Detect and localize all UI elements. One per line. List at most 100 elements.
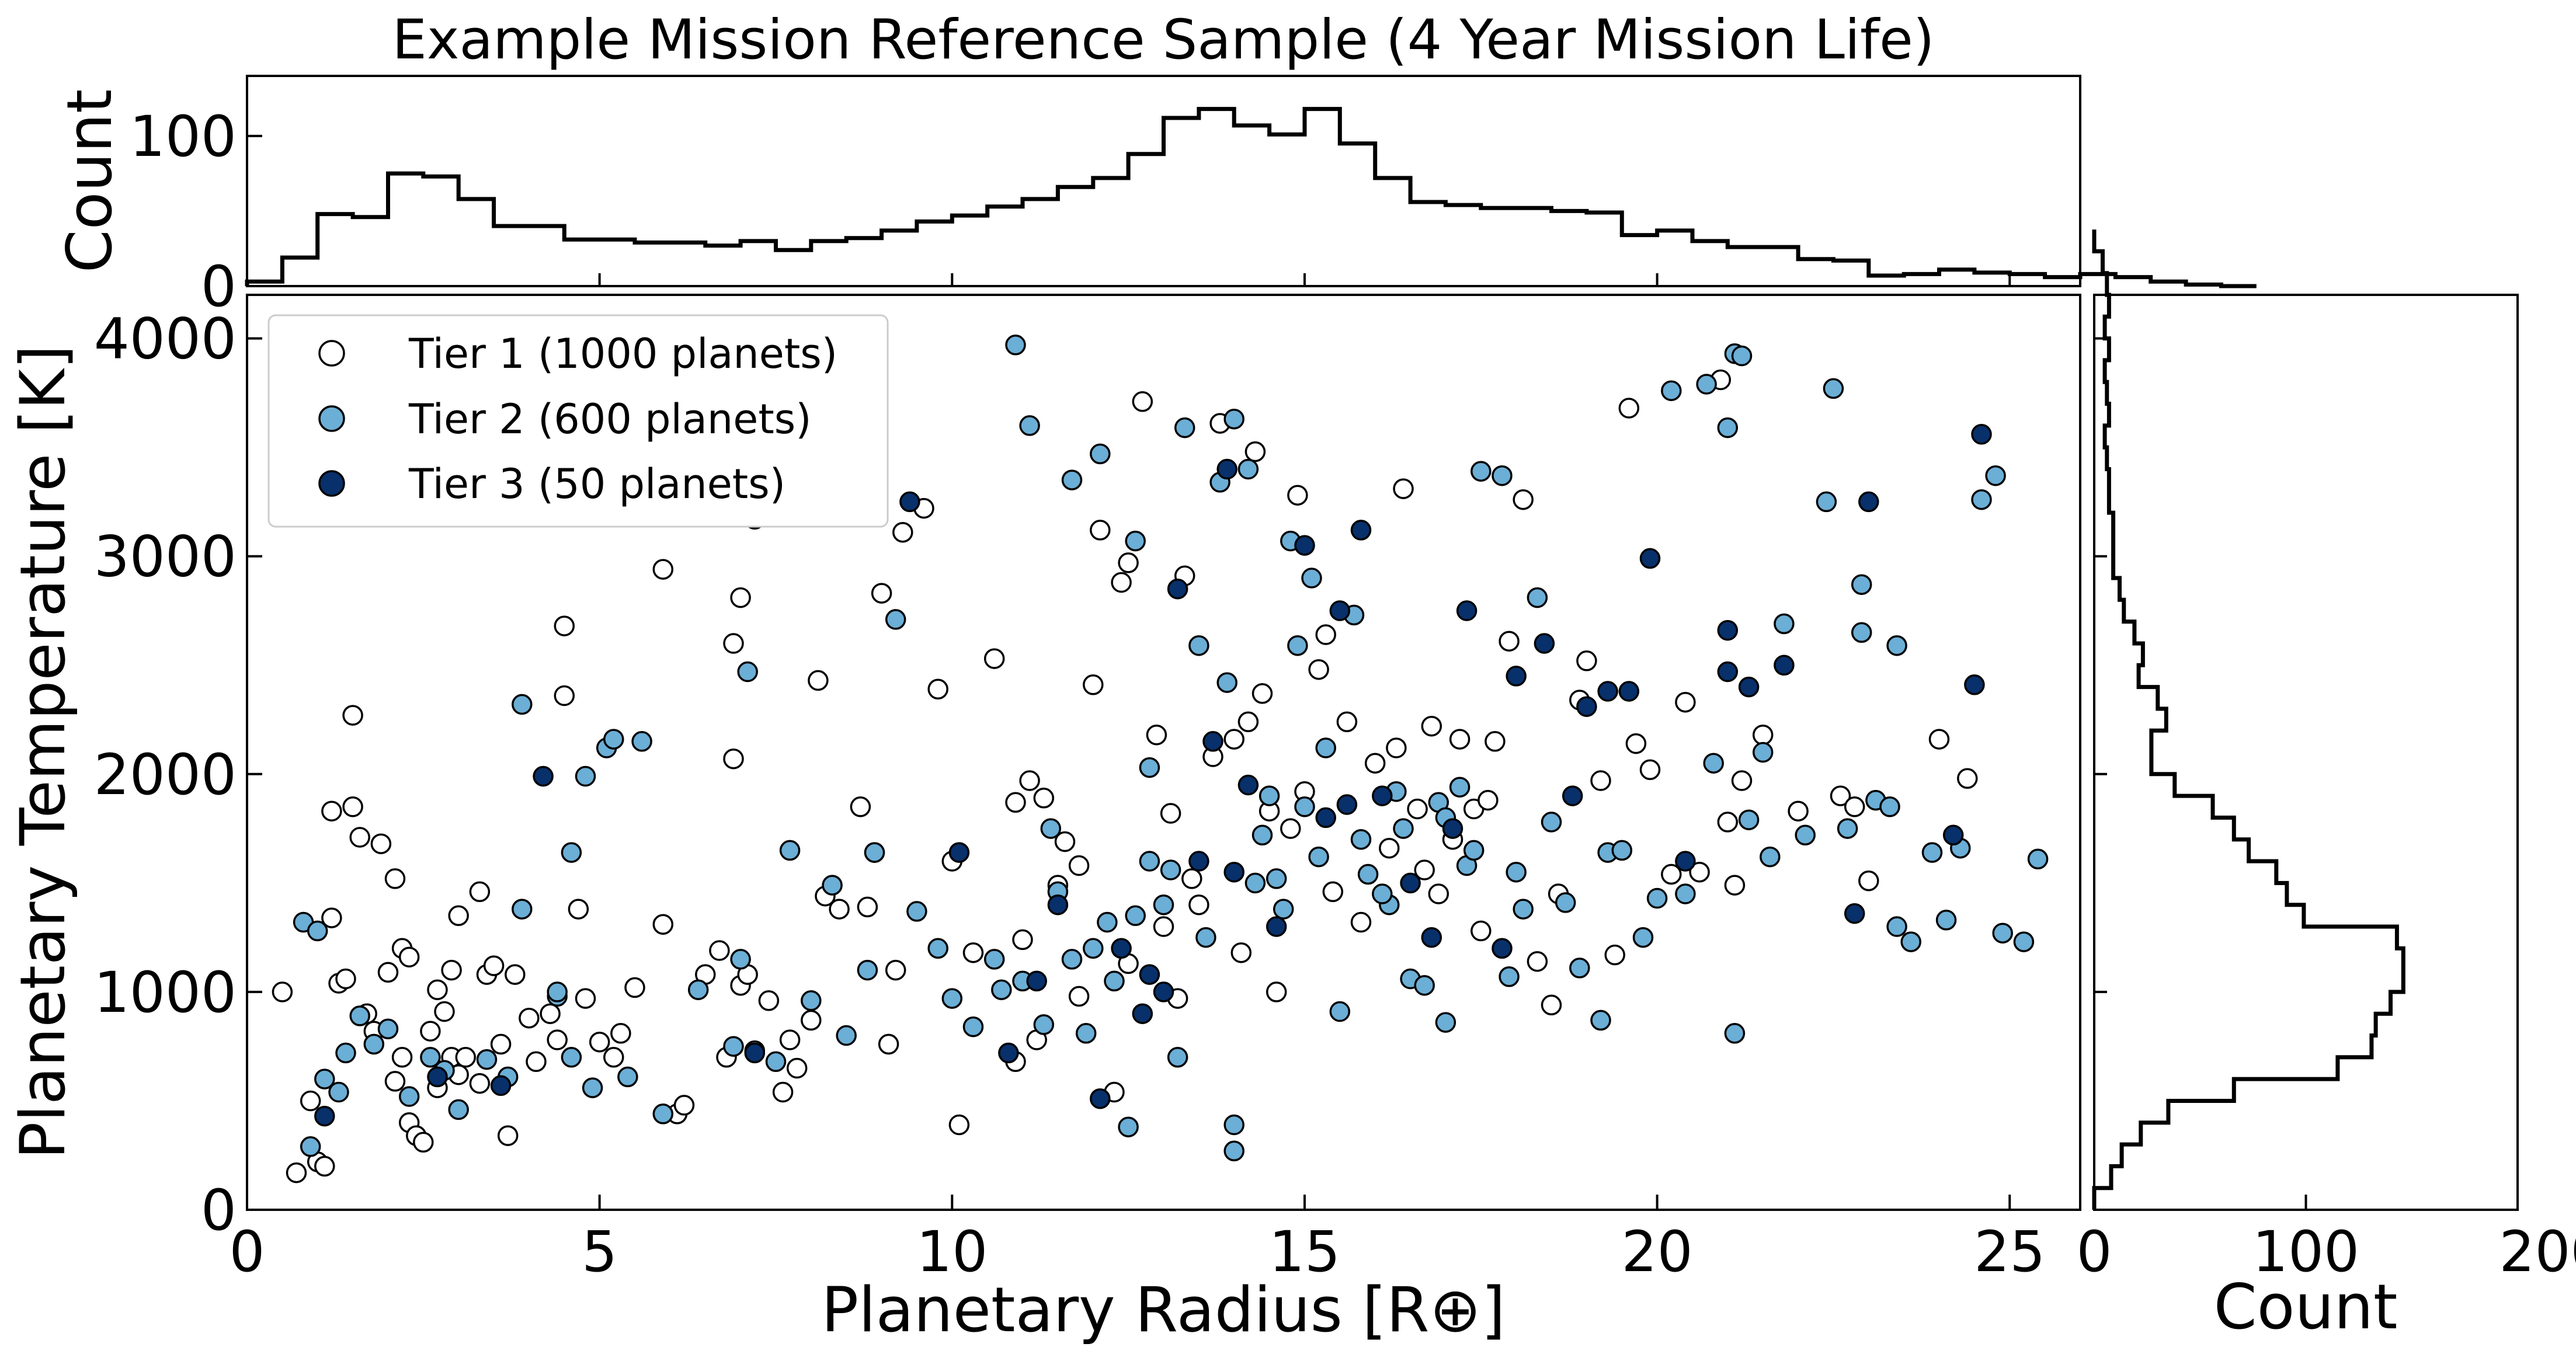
scatter-point-tier-1 xyxy=(1604,944,1625,966)
scatter-point-tier-2 xyxy=(1703,753,1724,774)
scatter-point-tier-2 xyxy=(476,1049,498,1070)
scatter-point-tier-1 xyxy=(1625,733,1647,754)
scatter-point-tier-2 xyxy=(2027,848,2049,870)
scatter-point-tier-2 xyxy=(1414,974,1435,996)
scatter-point-tier-3 xyxy=(490,1075,512,1097)
scatter-point-tier-1 xyxy=(505,964,526,985)
scatter-point-tier-3 xyxy=(1675,851,1696,872)
scatter-point-tier-3 xyxy=(427,1066,448,1088)
scatter-point-tier-1 xyxy=(1527,951,1548,972)
scatter-point-tier-3 xyxy=(1167,578,1188,600)
right-histogram-bars xyxy=(2092,229,2405,1210)
scatter-point-tier-2 xyxy=(765,1051,787,1073)
scatter-point-tier-2 xyxy=(561,1047,582,1068)
scatter-point-tier-2 xyxy=(1724,1023,1746,1044)
scatter-point-tier-1 xyxy=(1957,768,1978,789)
scatter-point-tier-3 xyxy=(1188,851,1209,872)
scatter-point-tier-1 xyxy=(1005,792,1026,813)
y-axis-label: Planetary Temperature [K] xyxy=(7,345,79,1160)
scatter-point-tier-2 xyxy=(1125,905,1146,927)
scatter-point-tier-1 xyxy=(448,905,469,927)
scatter-point-tier-1 xyxy=(384,868,406,889)
scatter-point-tier-2 xyxy=(962,1016,984,1038)
scatter-point-tier-1 xyxy=(1928,729,1950,750)
scatter-point-tier-3 xyxy=(1562,785,1583,806)
scatter-point-tier-2 xyxy=(1541,812,1562,833)
scatter-point-tier-1 xyxy=(1386,737,1407,758)
legend: Tier 1 (1000 planets) Tier 2 (600 planet… xyxy=(267,314,889,528)
y-tick-label: 2000 xyxy=(94,742,237,807)
scatter-point-tier-2 xyxy=(1632,927,1654,948)
scatter-point-tier-2 xyxy=(723,1036,744,1057)
scatter-point-tier-1 xyxy=(1788,800,1809,822)
scatter-point-tier-2 xyxy=(1717,417,1739,438)
scatter-point-tier-2 xyxy=(1287,635,1308,656)
y-tick-label: 4000 xyxy=(94,307,237,372)
scatter-point-tier-3 xyxy=(1336,794,1358,815)
scatter-point-tier-2 xyxy=(1449,777,1470,798)
scatter-point-tier-1 xyxy=(1731,770,1753,791)
scatter-point-tier-2 xyxy=(1244,872,1266,894)
scatter-point-tier-1 xyxy=(1717,812,1739,833)
scatter-point-tier-3 xyxy=(1964,674,1985,695)
scatter-point-tier-1 xyxy=(1160,803,1181,824)
scatter-point-tier-1 xyxy=(554,685,575,706)
scatter-point-tier-2 xyxy=(1527,587,1548,608)
scatter-point-tier-3 xyxy=(1717,661,1739,683)
scatter-point-tier-1 xyxy=(1118,552,1139,573)
scatter-point-tier-2 xyxy=(1266,868,1287,889)
scatter-point-tier-1 xyxy=(850,796,871,817)
right-histogram-ticks: 0 100 200 xyxy=(2076,337,2576,1285)
scatter-point-tier-1 xyxy=(871,583,892,604)
scatter-point-tier-1 xyxy=(624,977,645,998)
top-histogram-bars xyxy=(245,107,2257,288)
legend-label-tier-3: Tier 3 (50 planets) xyxy=(408,460,785,508)
scatter-point-tier-1 xyxy=(1223,729,1244,750)
x-axis-label: Planetary Radius [R⊕] xyxy=(821,1274,1506,1346)
x-tick-label: 0 xyxy=(229,1219,265,1285)
scatter-point-tier-2 xyxy=(398,1086,420,1107)
scatter-point-tier-3 xyxy=(1639,548,1661,569)
scatter-point-tier-1 xyxy=(398,946,420,967)
scatter-point-tier-2 xyxy=(420,1047,441,1068)
scatter-point-tier-1 xyxy=(1590,770,1611,791)
scatter-point-tier-1 xyxy=(1188,894,1209,916)
top-histogram-ylabel: Count xyxy=(54,89,126,273)
scatter-point-tier-2 xyxy=(1886,916,1907,937)
scatter-point-tier-3 xyxy=(1153,981,1174,1003)
scatter-point-tier-2 xyxy=(335,1042,356,1064)
scatter-point-tier-2 xyxy=(1921,842,1943,863)
scatter-point-tier-2 xyxy=(1992,923,2013,944)
scatter-point-tier-3 xyxy=(314,1105,335,1127)
scatter-point-tier-2 xyxy=(652,1104,674,1125)
scatter-point-tier-1 xyxy=(1618,398,1640,419)
scatter-point-tier-1 xyxy=(1350,911,1372,933)
scatter-point-tier-2 xyxy=(983,949,1005,970)
scatter-point-tier-3 xyxy=(1237,774,1259,796)
legend-box xyxy=(267,314,889,528)
scatter-point-tier-3 xyxy=(1315,807,1336,829)
scatter-point-tier-2 xyxy=(1752,742,1774,763)
scatter-point-tier-1 xyxy=(300,1090,321,1112)
scatter-point-tier-1 xyxy=(786,1057,808,1079)
scatter-point-tier-2 xyxy=(1555,892,1576,913)
scatter-point-tier-2 xyxy=(991,979,1012,1000)
scatter-point-tier-2 xyxy=(1499,966,1520,987)
scatter-point-tier-2 xyxy=(1083,938,1104,959)
scatter-point-tier-1 xyxy=(1132,391,1153,412)
scatter-point-tier-1 xyxy=(272,981,293,1003)
scatter-point-tier-2 xyxy=(1005,335,1026,356)
x-tick-label: 15 xyxy=(1269,1219,1340,1285)
scatter-point-tier-2 xyxy=(1259,785,1280,806)
scatter-point-tier-1 xyxy=(321,800,342,822)
scatter-point-tier-1 xyxy=(801,1010,822,1031)
x-tick-label: 25 xyxy=(1974,1219,2045,1285)
scatter-point-tier-2 xyxy=(1611,840,1633,861)
scatter-point-tier-1 xyxy=(948,1114,970,1136)
scatter-point-tier-1 xyxy=(1322,881,1344,903)
scatter-point-tier-1 xyxy=(723,633,744,654)
scatter-point-tier-2 xyxy=(1935,910,1957,931)
scatter-point-tier-3 xyxy=(1132,1003,1153,1024)
scatter-point-tier-1 xyxy=(1470,920,1492,942)
y-tick-label: 1000 xyxy=(94,960,237,1025)
